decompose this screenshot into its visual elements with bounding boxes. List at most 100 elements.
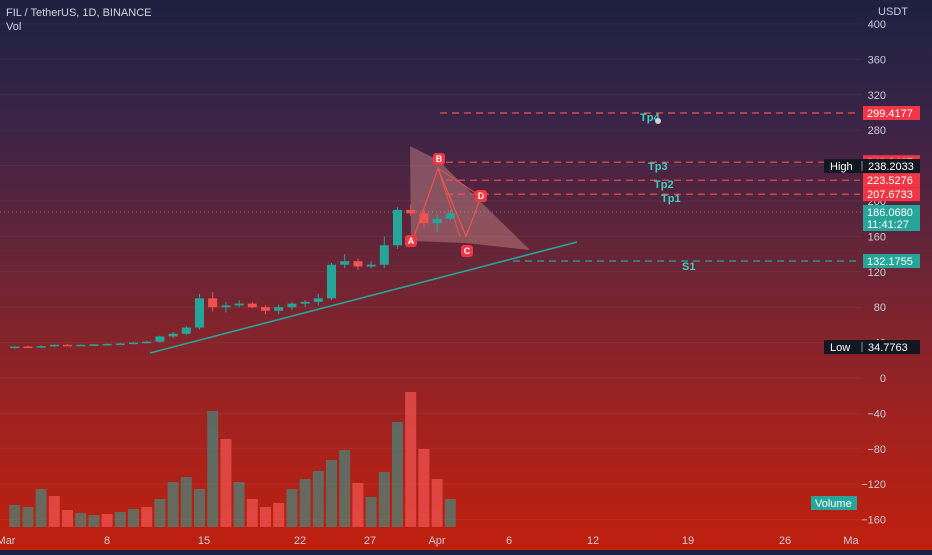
candle-body[interactable] [89,344,99,346]
current-price-countdown[interactable]: 11:41:27 [867,219,909,231]
volume-bar [180,477,192,527]
candle-body[interactable] [168,333,178,337]
candle-body[interactable] [115,343,125,345]
volume-bar [392,422,403,527]
price-tag-tp2[interactable]: 223.5276 [867,175,913,187]
volume-bars [9,392,456,527]
candle-body[interactable] [445,213,455,219]
candle-body[interactable] [393,209,402,246]
low-tag-bg[interactable] [824,340,920,354]
time-tick-label: Mar [0,535,16,547]
price-tag-tp1[interactable]: 207.6733 [867,189,913,201]
candle-body[interactable] [49,344,59,347]
high-tag-bg[interactable] [824,159,920,173]
low-tag-value[interactable]: 34.7763 [868,342,908,354]
candle-body[interactable] [274,307,284,311]
time-tick-label: Ma [843,535,859,547]
level-label-tp2[interactable]: Tp2 [654,179,674,191]
volume-tag-bg[interactable] [811,496,857,510]
price-axis-currency: USDT [878,6,908,18]
high-tag-label[interactable]: High [830,161,853,173]
candle-body[interactable] [340,261,350,265]
candle-body[interactable] [36,346,46,348]
candle-body[interactable] [23,346,33,349]
candle-body[interactable] [102,343,112,346]
pattern-point-c-label[interactable]: C [464,246,471,256]
price-tag-tp1-bg[interactable] [863,187,920,202]
level-label-s1[interactable]: S1 [682,261,695,273]
candle-body[interactable] [406,209,416,214]
pattern-point-b-badge[interactable] [433,153,445,165]
volume-bar [405,392,417,527]
candle-body[interactable] [287,303,297,308]
candle-body[interactable] [129,342,138,345]
candle-body[interactable] [221,305,231,308]
volume-tag[interactable]: Volume [815,498,852,510]
candle-body[interactable] [195,298,204,328]
volume-bar [431,479,443,527]
price-tick-label: −80 [867,444,886,456]
candle-body[interactable] [353,261,363,267]
volume-bar [326,460,337,527]
symbol-title[interactable]: FIL / TetherUS, 1D, BINANCE [6,7,152,19]
symbol-info[interactable]: FIL / TetherUS, 1D, BINANCE Vol [6,6,152,34]
level-label-tp3[interactable]: Tp3 [648,161,668,173]
volume-bar [273,503,285,527]
candle-body[interactable] [234,303,244,306]
anchor-point-icon[interactable] [655,118,661,124]
volume-indicator-label[interactable]: Vol [6,21,22,33]
pattern-point-d-badge[interactable] [475,190,487,202]
volume-bar [339,450,351,527]
pattern-point-c-badge[interactable] [461,245,473,257]
current-price-tag-bg[interactable] [863,205,920,231]
time-tick-label: 19 [682,535,694,547]
pattern-point-a-label[interactable]: A [408,236,415,246]
price-tag-tp4[interactable]: 299.4177 [867,108,913,120]
volume-bar [246,499,258,527]
candle-body[interactable] [419,213,429,224]
support-trendline [149,241,578,354]
price-tag-tp4-bg[interactable] [863,106,920,121]
price-tag-s1[interactable]: 132.1755 [867,256,913,268]
candle-body[interactable] [313,298,323,302]
candle-body[interactable] [366,264,376,267]
candle-body[interactable] [10,346,20,349]
price-tag-tp2-bg[interactable] [863,173,920,188]
volume-bar [35,489,47,527]
volume-bar [167,482,179,527]
candle-body[interactable] [76,344,86,347]
price-tick-label: −40 [867,408,886,420]
candle-body[interactable] [63,344,72,347]
candle-body[interactable] [247,303,257,308]
candle-body[interactable] [155,336,165,342]
support-trendline-line[interactable] [149,241,578,354]
candle-body[interactable] [142,341,152,344]
candle-body[interactable] [327,264,336,299]
volume-bar [286,489,298,527]
price-tag-s1-bg[interactable] [863,254,920,269]
candle-body[interactable] [261,307,270,311]
price-tags: 299.4177243.8467223.5276207.6733132.1755… [811,106,920,510]
candle-body[interactable] [181,327,191,334]
price-tick-label: −160 [861,515,886,527]
candle-body[interactable] [300,301,310,304]
volume-bar [141,507,153,527]
level-label-tp1[interactable]: Tp1 [661,193,681,205]
candle-body[interactable] [208,298,218,308]
current-price-value[interactable]: 186.0680 [867,207,913,219]
time-tick-label: Apr [428,535,445,547]
volume-bar [220,439,232,527]
candle-body[interactable] [379,245,389,265]
pattern-point-a-badge[interactable] [405,235,417,247]
pattern-point-d-label[interactable]: D [478,191,485,201]
candle-body[interactable] [432,218,442,224]
pattern-point-b-label[interactable]: B [436,154,443,164]
low-tag-label[interactable]: Low [830,342,850,354]
volume-bar [352,483,364,527]
volume-bar [312,471,324,527]
time-tick-label: 15 [198,535,210,547]
high-tag-value[interactable]: 238.2033 [868,161,914,173]
